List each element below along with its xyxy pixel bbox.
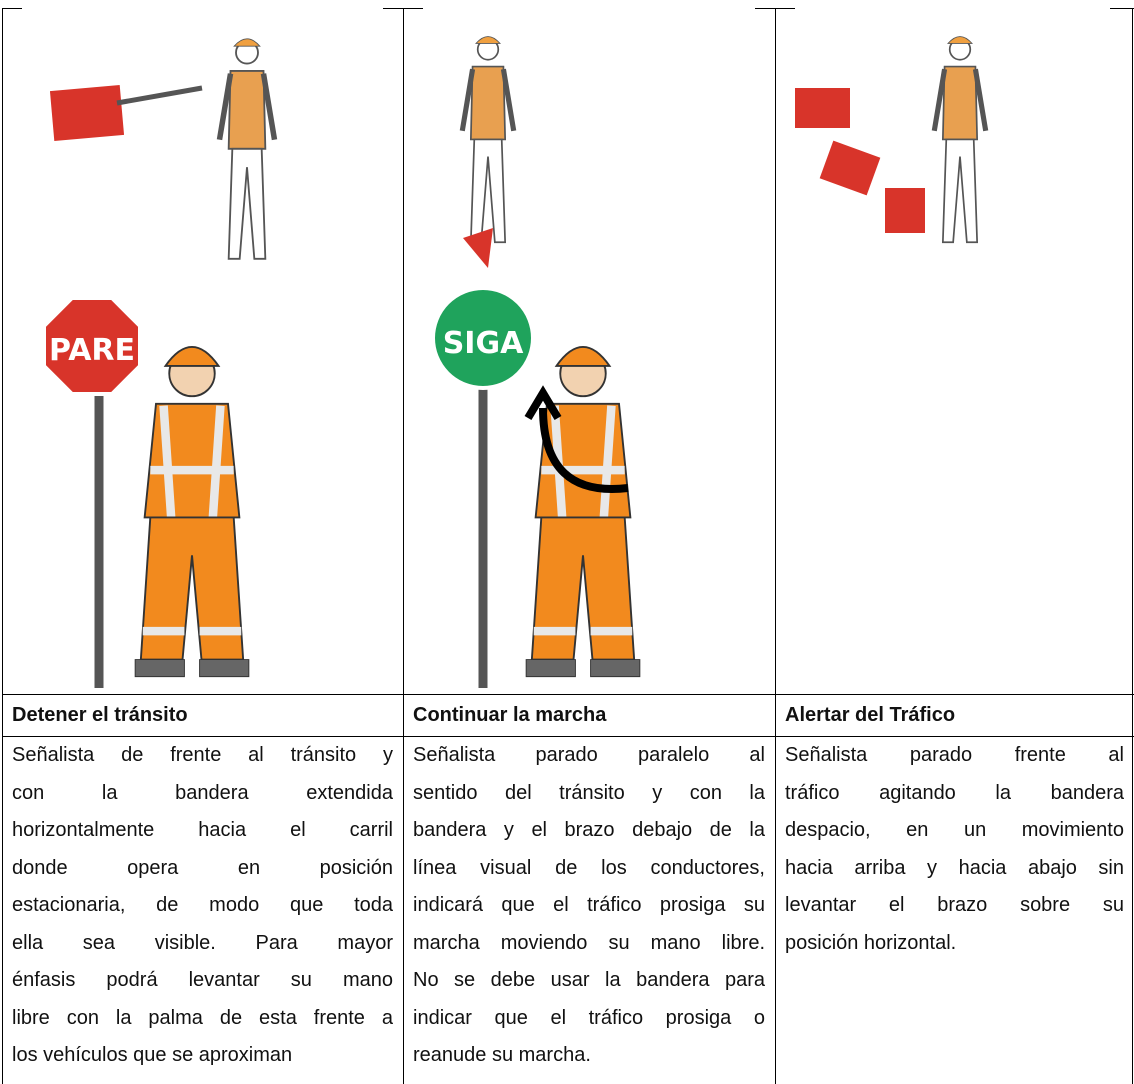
sign-text: PARE bbox=[49, 333, 135, 368]
heading: Continuar la marcha bbox=[403, 694, 775, 737]
illustration: SIGA bbox=[431, 8, 775, 688]
sign-text: SIGA bbox=[443, 326, 524, 361]
description: Señalista parado frente al tráfico agitan… bbox=[775, 737, 1134, 962]
description-line: énfasis podrá levantar su mano bbox=[12, 969, 393, 991]
description-line: Señalista parado frente al bbox=[785, 744, 1124, 766]
illustration: PARE bbox=[42, 8, 403, 688]
description-line: levantar el brazo sobre su bbox=[785, 894, 1124, 916]
description-line: hacia arriba y hacia abajo sin bbox=[785, 856, 1124, 879]
description: Señalista parado paralelo al sentido del … bbox=[403, 737, 775, 1075]
description-line: estacionaria, de modo que toda bbox=[12, 894, 393, 916]
description-line: Señalista parado paralelo al bbox=[413, 744, 765, 766]
heading: Alertar del Tráfico bbox=[775, 694, 1134, 737]
description-line: donde opera en posición bbox=[12, 856, 393, 879]
description-line: marcha moviendo su mano libre. bbox=[413, 931, 765, 954]
heading: Detener el tránsito bbox=[2, 694, 403, 737]
description-line: con la bandera extendida bbox=[12, 781, 393, 804]
description-line: sentido del tránsito y con la bbox=[413, 781, 765, 804]
description-line: horizontalmente hacia el carril bbox=[12, 819, 393, 841]
description-line: despacio, en un movimiento bbox=[785, 819, 1124, 841]
description-line: No se debe usar la bandera para bbox=[413, 969, 765, 991]
column: Alertar del Tráfico Señalista parado fre… bbox=[775, 0, 1134, 1084]
description-line: Señalista de frente al tránsito y bbox=[12, 744, 393, 766]
description-line: ella sea visible. Para mayor bbox=[12, 931, 393, 954]
description-line: bandera y el brazo debajo de la bbox=[413, 819, 765, 841]
description-line: reanude su marcha. bbox=[413, 1044, 591, 1066]
description-line: tráfico agitando la bandera bbox=[785, 781, 1124, 804]
border bbox=[2, 8, 22, 9]
border bbox=[775, 8, 776, 1084]
border bbox=[403, 8, 404, 1084]
column: SIGA Continuar la marcha Señalista parad… bbox=[403, 0, 775, 1084]
description-line: libre con la palma de esta frente a bbox=[12, 1006, 393, 1029]
illustration bbox=[795, 8, 1134, 694]
description-line: los vehículos que se aproximan bbox=[12, 1044, 293, 1066]
description: Señalista de frente al tránsito y con la … bbox=[2, 737, 403, 1075]
border bbox=[2, 8, 3, 1084]
border bbox=[1110, 8, 1134, 9]
border bbox=[1132, 8, 1133, 1084]
description-line: posición horizontal. bbox=[785, 931, 957, 954]
description-line: línea visual de los conductores, bbox=[413, 856, 765, 879]
description-line: indicará que el tráfico prosiga su bbox=[413, 894, 765, 916]
description-line: indicar que el tráfico prosiga o bbox=[413, 1006, 765, 1029]
column: PARE Detener el tránsito Señalista de fr… bbox=[2, 0, 403, 1084]
